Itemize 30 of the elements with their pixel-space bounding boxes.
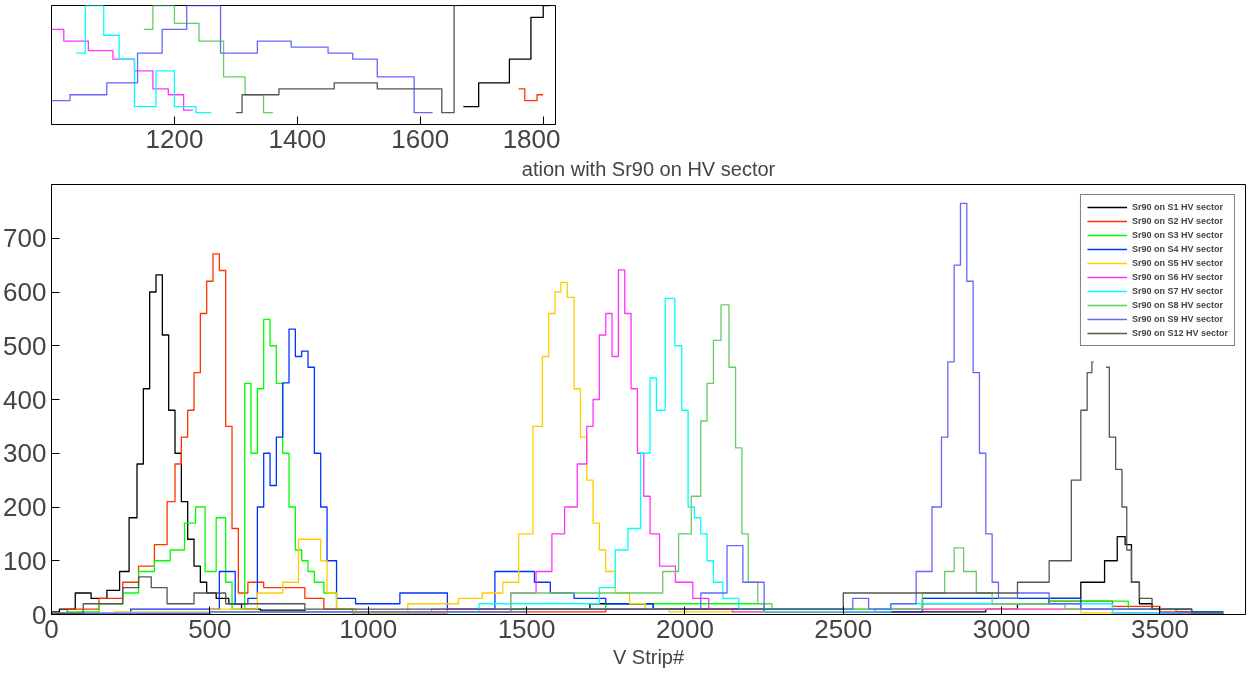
legend-label: Sr90 on S9 HV sector <box>1131 313 1223 325</box>
x-tick-label: 1800 <box>502 123 561 154</box>
legend-label: Sr90 on S3 HV sector <box>1131 229 1223 241</box>
legend-label: Sr90 on S8 HV sector <box>1131 299 1223 311</box>
legend-label: Sr90 on S5 HV sector <box>1131 257 1223 269</box>
legend-label: Sr90 on S7 HV sector <box>1131 285 1223 297</box>
x-tick-label: 1200 <box>145 123 204 154</box>
legend-label: Sr90 on S1 HV sector <box>1131 201 1223 213</box>
legend-label: Sr90 on S6 HV sector <box>1131 271 1223 283</box>
x-tick-label: 500 <box>188 613 232 644</box>
y-tick-label: 300 <box>3 438 47 469</box>
x-tick-label: 2000 <box>656 613 714 644</box>
chart-title: ation with Sr90 on HV sector <box>521 157 776 180</box>
x-tick-label: 1600 <box>391 123 450 154</box>
legend-label: Sr90 on S12 HV sector <box>1131 327 1228 339</box>
legend-label: Sr90 on S2 HV sector <box>1131 215 1223 227</box>
y-tick-label: 700 <box>3 223 47 254</box>
x-tick-label: 3500 <box>1131 613 1189 644</box>
x-tick-label: 2500 <box>814 613 873 644</box>
y-tick-label: 100 <box>3 545 47 576</box>
y-tick-label: 500 <box>3 330 47 361</box>
x-tick-label: 3000 <box>972 613 1031 644</box>
y-tick-label: 400 <box>3 384 47 415</box>
legend-label: Sr90 on S4 HV sector <box>1131 243 1223 255</box>
y-tick-label: 200 <box>3 492 47 522</box>
x-tick-label: 1500 <box>497 613 556 644</box>
y-tick-label: 600 <box>3 277 47 307</box>
x-tick-label: 1400 <box>268 123 327 154</box>
x-axis-title: V Strip# <box>612 645 685 668</box>
x-tick-label: 1000 <box>339 613 398 644</box>
